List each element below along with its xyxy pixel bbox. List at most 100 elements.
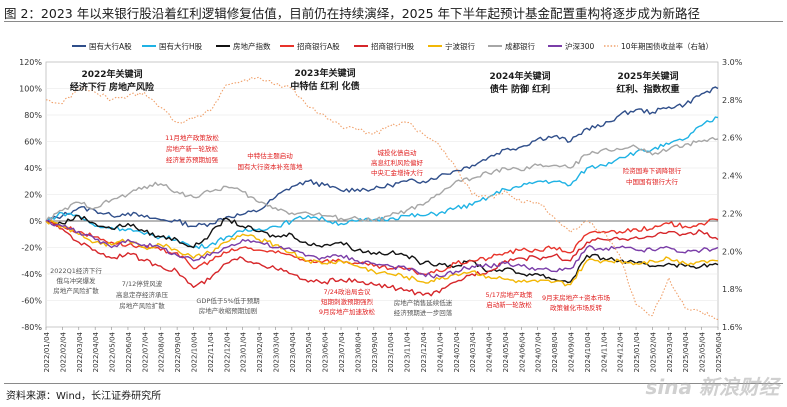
right-tick-label: 2.2% <box>722 209 743 218</box>
x-tick-label: 2024/01/04 <box>436 331 444 372</box>
x-tick-label: 2023/04/04 <box>289 331 297 372</box>
chart-annotation: 房地产新一轮放松 <box>166 144 219 153</box>
sina-watermark: sina 新浪财经 <box>645 375 779 399</box>
left-axis: 120% 100% 80% 60% 40% 20% 0% -20% -40% -60% -80% <box>19 58 42 332</box>
x-tick-label: 2024/05/04 <box>502 331 510 372</box>
chart: 120% 100% 80% 60% 40% 20% 0% -20% -40% -60% -80% 3… <box>19 41 743 372</box>
x-tick-label: 2022/05/04 <box>109 331 117 372</box>
x-tick-label: 2025/03/04 <box>666 331 674 372</box>
chart-annotation: 7/24政治局会议 <box>323 287 371 296</box>
chart-annotation: 启动新一轮放松 <box>486 300 532 309</box>
series-lines <box>45 76 719 320</box>
figure-title: 图 2：2023 年以来银行股沿着红利逻辑修复估值，目前仍在持续演绎，2025 … <box>4 6 700 21</box>
x-tick-label: 2023/03/04 <box>272 331 280 372</box>
chart-annotation: 房地产收缩预期加剧 <box>199 306 258 315</box>
right-axis: 3.0% 2.8% 2.6% 2.4% 2.2% 2.0% 1.8% 1.6% <box>722 58 743 332</box>
x-tick-label: 2025/04/04 <box>682 331 690 372</box>
chart-annotation: 中特估 红利 化债 <box>290 80 359 92</box>
x-axis: 2022/01/04 2022/02/04 2022/03/04 2022/04/04… <box>43 327 723 372</box>
right-tick-label: 1.8% <box>722 285 743 294</box>
x-tick-label: 2023/12/04 <box>420 331 428 372</box>
x-tick-label: 2023/01/04 <box>240 331 248 372</box>
chart-annotation: 经济下行 房地产风险 <box>70 81 155 93</box>
chart-annotation: 中国国有银行大行 <box>626 177 679 186</box>
right-tick-label: 2.8% <box>722 96 743 105</box>
x-tick-label: 2025/06/04 <box>715 331 723 372</box>
chart-annotation: 国有大行资本补充落地 <box>238 162 304 171</box>
x-tick-label: 2023/10/04 <box>387 331 395 372</box>
x-tick-label: 2023/08/04 <box>354 331 362 372</box>
x-tick-label: 2023/05/04 <box>305 331 313 372</box>
chart-annotation: 2022年关键词 <box>81 68 142 80</box>
x-tick-label: 2022/04/04 <box>92 331 100 372</box>
left-tick-label: -20% <box>21 244 42 253</box>
chart-annotation: 经济预期进一步回落 <box>394 308 453 317</box>
legend-label: 招商银行A股 <box>297 41 340 51</box>
right-tick-label: 2.6% <box>722 134 743 143</box>
series-line <box>45 220 719 297</box>
x-tick-label: 2023/02/04 <box>256 331 264 372</box>
title-underline <box>4 20 783 22</box>
x-tick-label: 2025/02/04 <box>649 331 657 372</box>
right-tick-label: 2.4% <box>722 172 743 181</box>
legend-label: 沪深300 <box>565 41 595 51</box>
right-tick-label: 3.0% <box>722 58 743 67</box>
chart-annotation: 中央汇金增持大行 <box>371 168 424 177</box>
x-tick-label: 2023/11/04 <box>404 331 412 372</box>
legend-label: 房地产指数 <box>233 41 271 51</box>
legend-label: 成都银行 <box>505 41 535 51</box>
x-tick-label: 2022/06/04 <box>125 331 133 372</box>
left-tick-label: 80% <box>24 111 42 120</box>
x-tick-label: 2023/06/04 <box>322 331 330 372</box>
left-tick-label: 60% <box>24 138 42 147</box>
left-tick-label: -40% <box>21 270 42 279</box>
source-divider <box>4 383 783 384</box>
chart-annotation: 2022Q1经济下行 <box>50 266 102 275</box>
chart-annotation: 9月末房地产+资本市场 <box>542 293 611 302</box>
chart-annotation: 高息红利风险偏好 <box>371 158 424 167</box>
x-tick-label: 2025/01/04 <box>633 331 641 372</box>
chart-annotation: GDP低于5%低于预期 <box>196 296 260 305</box>
series-line <box>45 116 719 250</box>
left-tick-label: -60% <box>21 297 42 306</box>
chart-annotation: 经济复苏预期加强 <box>166 155 219 164</box>
chart-annotation: 9月房地产加速放松 <box>319 307 376 316</box>
right-tick-label: 1.6% <box>722 323 743 332</box>
left-tick-label: 0% <box>29 217 42 226</box>
legend-label: 国有大行A股 <box>89 41 132 51</box>
chart-annotation: 房地产销售延续低迷 <box>394 298 453 307</box>
x-tick-label: 2024/12/04 <box>617 331 625 372</box>
chart-annotation: 2024年关键词 <box>489 70 550 82</box>
legend-label: 10年期国债收益率（右轴） <box>621 41 713 51</box>
chart-annotation: 高息定存经济承压 <box>116 290 169 299</box>
x-tick-label: 2022/09/04 <box>174 331 182 372</box>
x-tick-label: 2024/09/04 <box>567 331 575 372</box>
x-tick-label: 2022/02/04 <box>59 331 67 372</box>
left-tick-label: 120% <box>19 58 42 67</box>
legend: 国有大行A股 国有大行H股 房地产指数 招商银行A股 招商银行H股 宁波银行 成都银行 沪深3… <box>72 41 713 51</box>
x-tick-label: 2024/11/04 <box>600 331 608 372</box>
x-tick-label: 2024/10/04 <box>584 331 592 372</box>
left-tick-label: 20% <box>24 191 42 200</box>
chart-annotation: 红利、指数权重 <box>616 83 679 95</box>
series-line <box>45 219 719 287</box>
chart-annotation: 债牛 防御 红利 <box>490 83 550 95</box>
chart-annotation: 房地产风险扩散 <box>119 301 165 310</box>
chart-annotation: 政策催化市场反转 <box>550 303 603 312</box>
chart-annotation: 短期刺激预期强烈 <box>321 297 374 306</box>
series-line <box>45 219 719 279</box>
chart-annotation: 2025年关键词 <box>617 70 678 82</box>
x-tick-label: 2024/02/04 <box>453 331 461 372</box>
x-tick-label: 2022/10/04 <box>191 331 199 372</box>
x-tick-label: 2022/03/04 <box>76 331 84 372</box>
x-tick-label: 2024/08/04 <box>551 331 559 372</box>
x-tick-label: 2024/04/04 <box>486 331 494 372</box>
chart-annotation: 险资国寿下调降银行 <box>623 166 682 175</box>
figure-title-bar: 图 2：2023 年以来银行股沿着红利逻辑修复估值，目前仍在持续演绎，2025 … <box>4 2 783 22</box>
chart-annotation: 5/17房地产政策 <box>485 290 533 299</box>
x-tick-label: 2022/07/04 <box>141 331 149 372</box>
legend-label: 宁波银行 <box>445 41 475 51</box>
x-tick-label: 2024/06/04 <box>518 331 526 372</box>
source-note: 资料来源：Wind，长江证券研究所 <box>6 391 162 402</box>
